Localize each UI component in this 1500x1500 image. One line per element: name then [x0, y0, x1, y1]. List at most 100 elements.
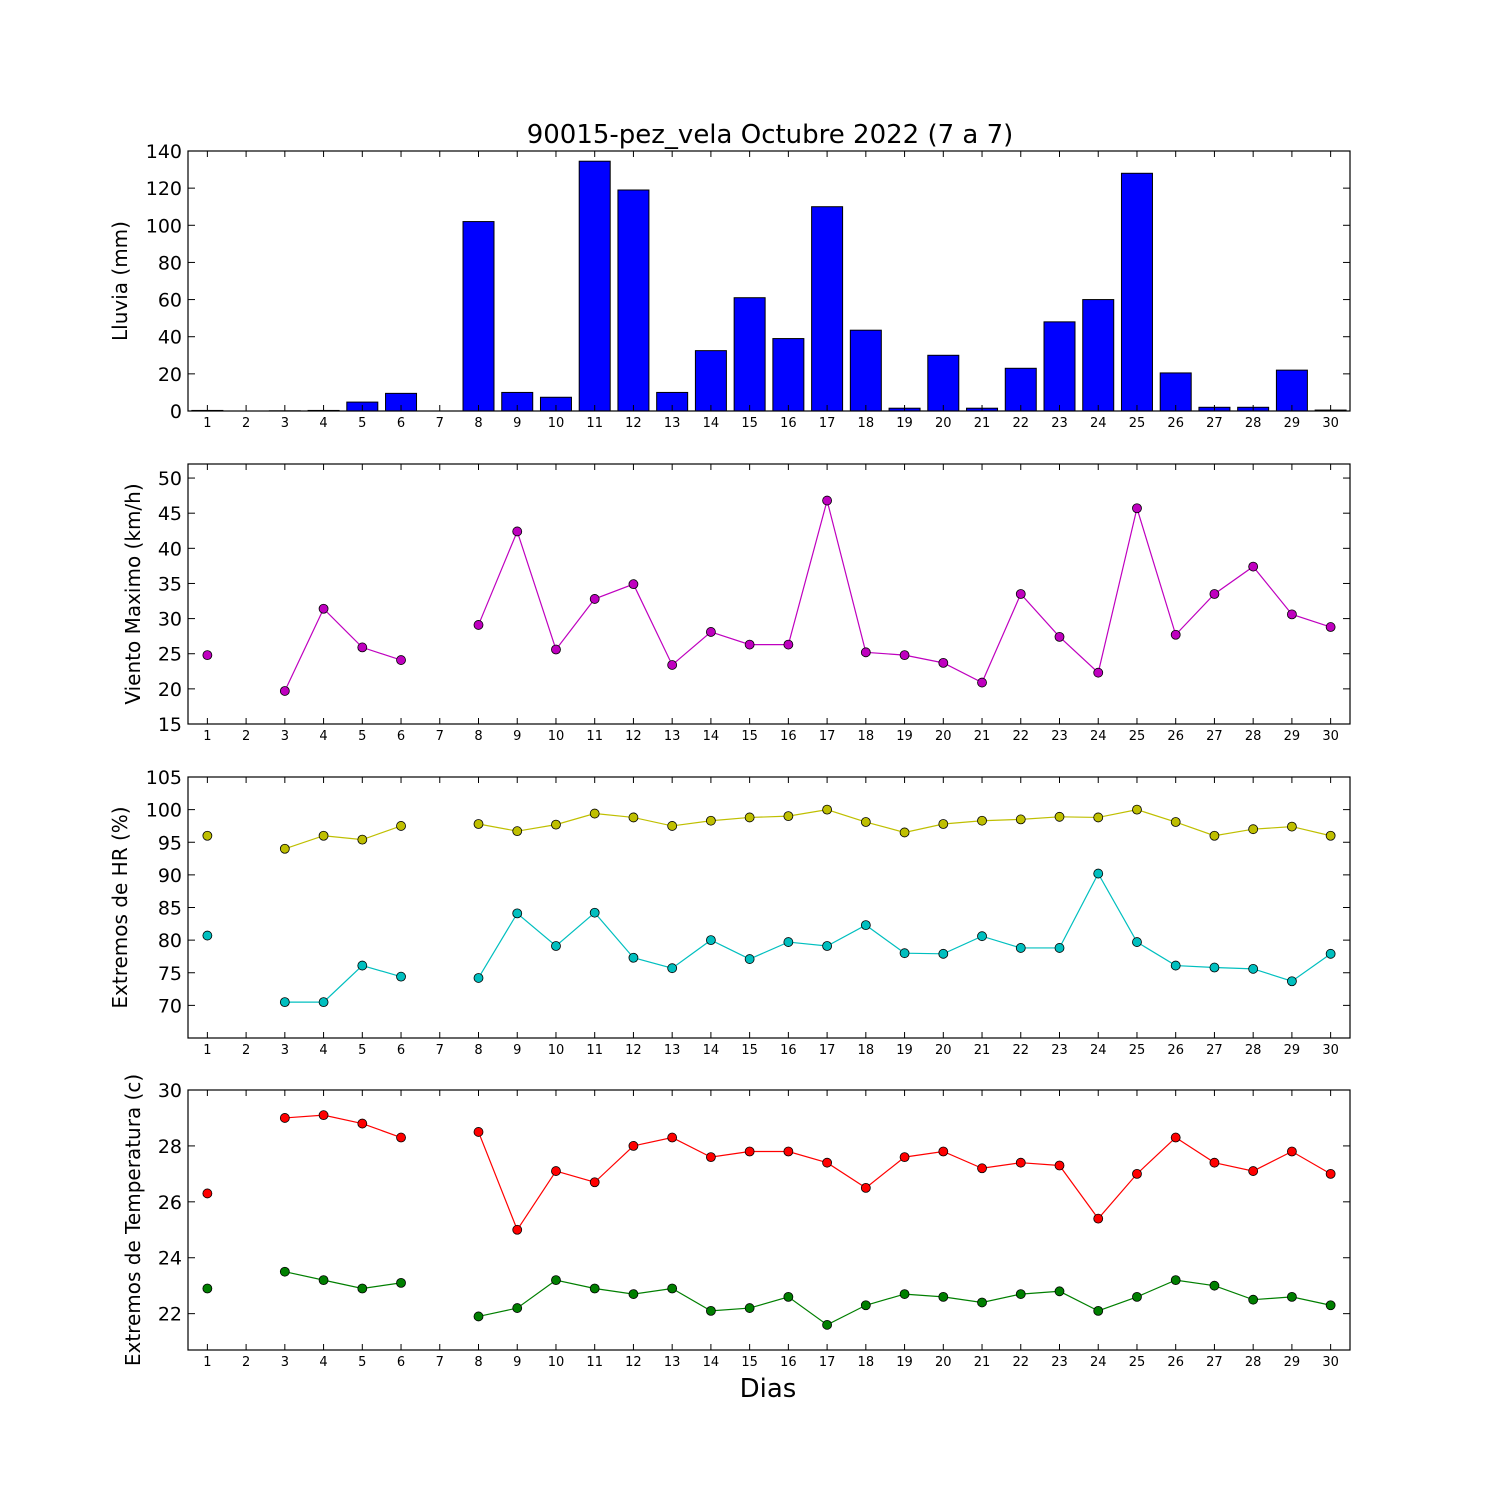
y-axis-label: Extremos de Temperatura (c) [121, 1074, 145, 1366]
series-1-point-day-18 [861, 1183, 870, 1192]
series-2-point-day-13 [668, 1284, 677, 1293]
bar-day-29 [1276, 370, 1307, 411]
series-1-point-day-11 [590, 594, 599, 603]
series-2-point-day-14 [706, 1306, 715, 1315]
series-2-point-day-5 [358, 961, 367, 970]
x-tick-label: 29 [1284, 729, 1301, 744]
y-tick-label: 20 [158, 364, 182, 386]
x-tick-label: 13 [664, 1355, 681, 1370]
bar-day-18 [850, 330, 881, 411]
x-tick-label: 17 [819, 416, 836, 431]
x-tick-label: 30 [1322, 416, 1339, 431]
series-1-line [479, 1132, 1331, 1230]
x-tick-label: 30 [1322, 1355, 1339, 1370]
series-2-point-day-29 [1287, 977, 1296, 986]
x-tick-label: 18 [858, 1043, 875, 1058]
x-tick-label: 27 [1206, 1355, 1223, 1370]
x-tick-label: 5 [358, 1355, 366, 1370]
series-2-point-day-20 [939, 949, 948, 958]
series-2-point-day-11 [590, 908, 599, 917]
bar-day-11 [579, 161, 610, 411]
y-tick-label: 0 [170, 401, 182, 423]
x-tick-label: 5 [358, 729, 366, 744]
series-1-point-day-17 [823, 805, 832, 814]
x-tick-label: 28 [1245, 416, 1262, 431]
series-1-point-day-27 [1210, 1158, 1219, 1167]
series-2-point-day-16 [784, 938, 793, 947]
series-1-point-day-28 [1249, 825, 1258, 834]
x-tick-label: 25 [1129, 1355, 1146, 1370]
series-1-point-day-20 [939, 819, 948, 828]
series-1-point-day-1 [203, 651, 212, 660]
series-2-point-day-9 [513, 909, 522, 918]
series-2-point-day-22 [1016, 1290, 1025, 1299]
series-1-point-day-19 [900, 1153, 909, 1162]
series-1-point-day-16 [784, 1147, 793, 1156]
series-1-point-day-29 [1287, 822, 1296, 831]
series-2-line [285, 966, 401, 1003]
y-tick-label: 25 [158, 644, 182, 666]
x-tick-label: 7 [436, 416, 444, 431]
x-tick-label: 11 [586, 1043, 603, 1058]
series-1-point-day-30 [1326, 831, 1335, 840]
y-tick-label: 15 [158, 714, 182, 736]
x-tick-label: 20 [935, 1043, 952, 1058]
series-1-point-day-29 [1287, 1147, 1296, 1156]
series-2-line [479, 874, 1331, 982]
x-tick-label: 4 [319, 1355, 327, 1370]
series-1-point-day-14 [706, 627, 715, 636]
y-tick-label: 105 [146, 767, 182, 789]
x-tick-label: 4 [319, 729, 327, 744]
series-2-point-day-3 [280, 1267, 289, 1276]
series-2-line [479, 1280, 1331, 1325]
x-tick-label: 24 [1090, 729, 1107, 744]
x-tick-label: 19 [896, 729, 913, 744]
y-axis-label: Lluvia (mm) [108, 221, 132, 341]
x-tick-label: 1 [203, 729, 211, 744]
y-tick-label: 50 [158, 468, 182, 490]
x-tick-label: 19 [896, 1355, 913, 1370]
x-tick-label: 19 [896, 1043, 913, 1058]
x-tick-label: 23 [1051, 1043, 1068, 1058]
series-1-point-day-8 [474, 819, 483, 828]
series-2-point-day-23 [1055, 1287, 1064, 1296]
bar-day-15 [734, 298, 765, 411]
series-1-point-day-5 [358, 643, 367, 652]
x-tick-label: 16 [780, 1355, 797, 1370]
series-2-point-day-19 [900, 1290, 909, 1299]
series-2-point-day-23 [1055, 943, 1064, 952]
x-tick-label: 22 [1012, 416, 1029, 431]
x-tick-label: 21 [974, 1355, 991, 1370]
series-1-point-day-18 [861, 648, 870, 657]
x-tick-label: 20 [935, 1355, 952, 1370]
x-tick-label: 17 [819, 1355, 836, 1370]
series-1-point-day-18 [861, 818, 870, 827]
series-1-point-day-20 [939, 1147, 948, 1156]
x-tick-label: 14 [703, 1043, 720, 1058]
series-1-point-day-21 [978, 816, 987, 825]
x-tick-label: 12 [625, 416, 642, 431]
series-1-point-day-24 [1094, 1214, 1103, 1223]
series-1-point-day-6 [397, 821, 406, 830]
x-tick-label: 15 [741, 1355, 758, 1370]
x-tick-label: 16 [780, 1043, 797, 1058]
series-1-line [285, 826, 401, 849]
series-2-point-day-16 [784, 1292, 793, 1301]
x-tick-label: 3 [281, 416, 289, 431]
series-2-point-day-29 [1287, 1292, 1296, 1301]
series-1-point-day-14 [706, 816, 715, 825]
y-tick-label: 140 [146, 141, 182, 163]
x-tick-label: 3 [281, 729, 289, 744]
x-tick-label: 26 [1167, 1043, 1184, 1058]
series-1-point-day-1 [203, 1189, 212, 1198]
series-1-point-day-26 [1171, 630, 1180, 639]
x-tick-label: 8 [474, 1043, 482, 1058]
x-tick-label: 29 [1284, 1043, 1301, 1058]
x-tick-label: 7 [436, 1043, 444, 1058]
x-tick-label: 29 [1284, 1355, 1301, 1370]
series-2-point-day-21 [978, 1298, 987, 1307]
x-tick-label: 2 [242, 416, 250, 431]
y-axis-label: Viento Maximo (km/h) [121, 483, 145, 704]
